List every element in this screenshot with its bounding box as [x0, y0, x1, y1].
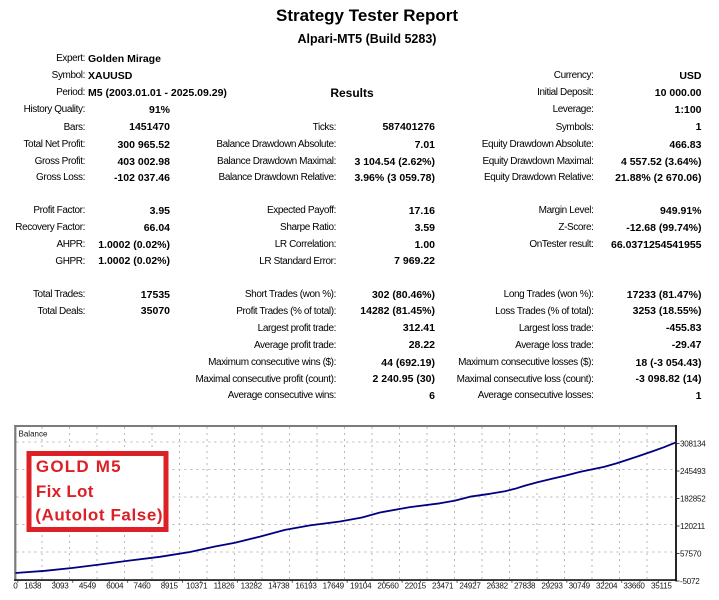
svg-text:20560: 20560: [377, 582, 399, 591]
svg-text:11826: 11826: [214, 582, 235, 591]
svg-text:(Autolot False): (Autolot False): [35, 506, 163, 525]
svg-text:23471: 23471: [432, 582, 454, 591]
svg-text:10371: 10371: [186, 582, 208, 591]
svg-text:8915: 8915: [161, 582, 179, 591]
svg-text:GOLD M5: GOLD M5: [36, 457, 122, 476]
svg-text:Balance: Balance: [19, 430, 48, 439]
svg-text:30749: 30749: [569, 582, 591, 591]
svg-text:13282: 13282: [241, 582, 263, 591]
svg-text:1638: 1638: [24, 582, 42, 591]
svg-text:308134: 308134: [680, 440, 706, 449]
svg-text:17649: 17649: [323, 582, 345, 591]
svg-text:33660: 33660: [623, 582, 645, 591]
svg-text:7460: 7460: [133, 582, 151, 591]
svg-text:120211: 120211: [680, 522, 706, 531]
svg-text:6004: 6004: [106, 582, 124, 591]
svg-text:19104: 19104: [350, 582, 372, 591]
svg-text:29293: 29293: [541, 582, 563, 591]
svg-text:32204: 32204: [596, 582, 618, 591]
svg-text:245493: 245493: [680, 467, 706, 476]
svg-text:4549: 4549: [79, 582, 97, 591]
svg-text:24927: 24927: [459, 582, 481, 591]
svg-text:22015: 22015: [405, 582, 427, 591]
svg-text:0: 0: [13, 582, 18, 591]
svg-text:16193: 16193: [295, 582, 317, 591]
svg-text:27838: 27838: [514, 582, 536, 591]
svg-text:Fix Lot: Fix Lot: [36, 482, 94, 501]
svg-text:35115: 35115: [651, 582, 672, 591]
svg-text:182852: 182852: [680, 495, 706, 504]
svg-text:3093: 3093: [51, 582, 69, 591]
svg-text:-5072: -5072: [680, 577, 700, 586]
svg-text:14738: 14738: [268, 582, 290, 591]
svg-text:26382: 26382: [487, 582, 509, 591]
svg-text:57570: 57570: [680, 550, 702, 559]
